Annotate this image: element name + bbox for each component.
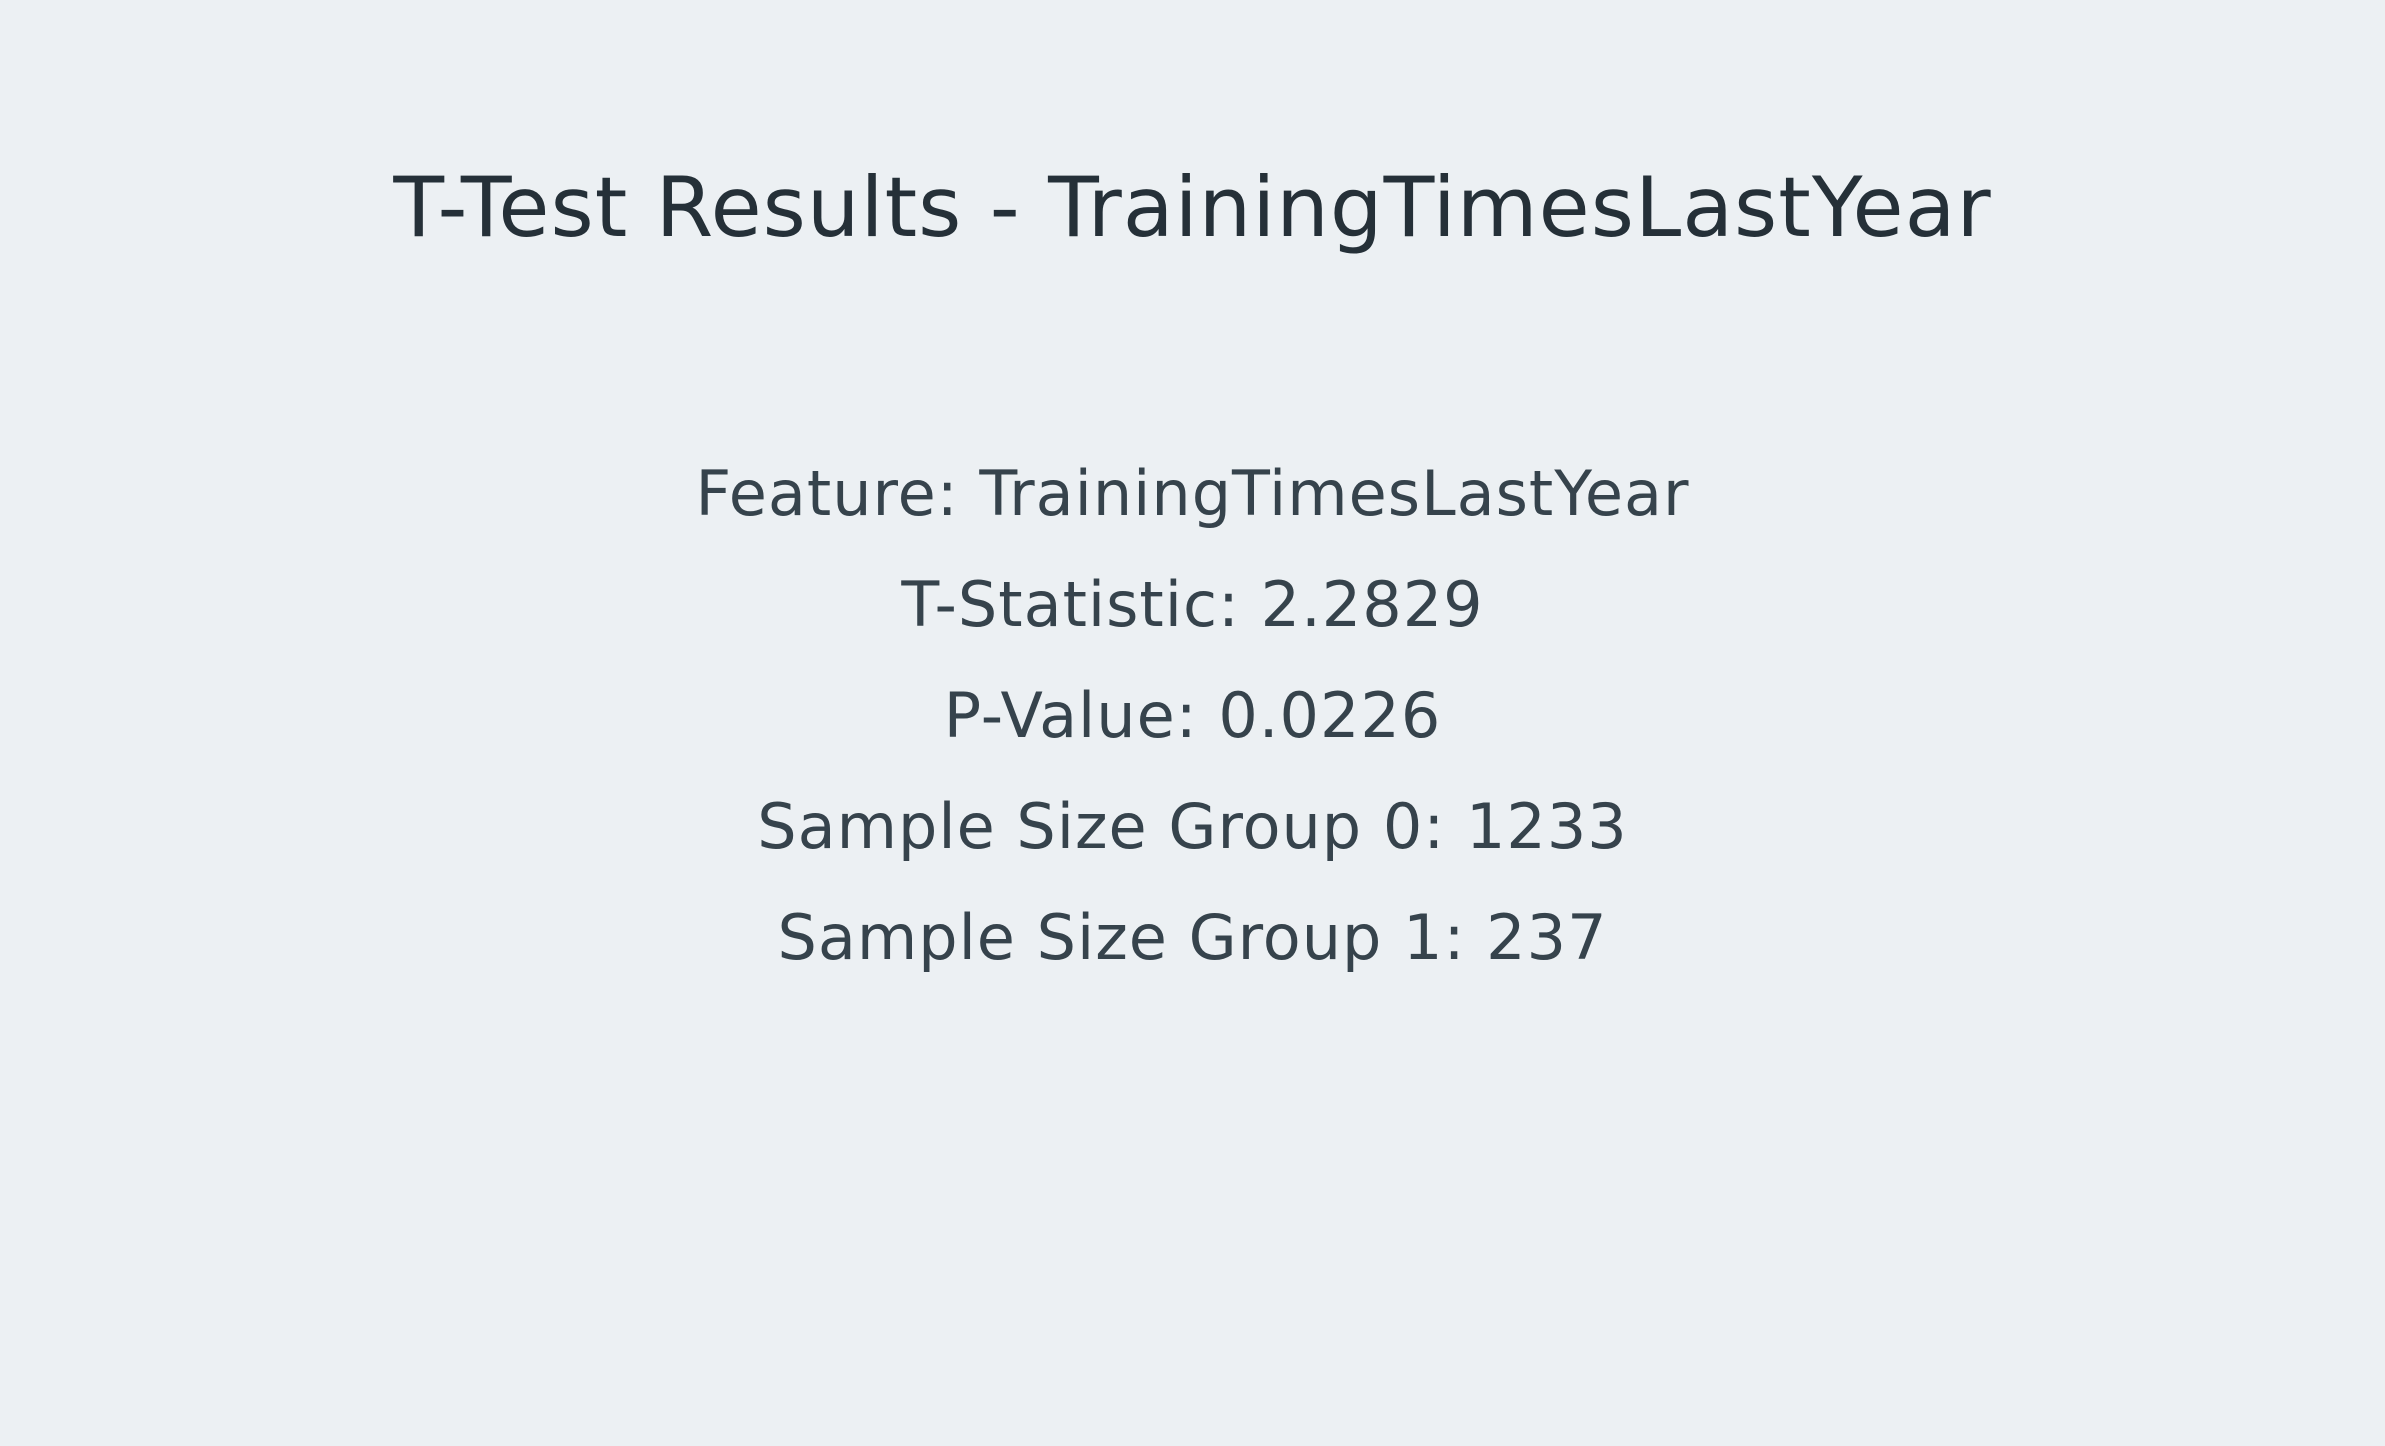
results-list: Feature: TrainingTimesLastYear T-Statist… <box>0 456 2385 1011</box>
sample-size-group-0-value: 1233 <box>1465 790 1628 863</box>
feature-label: Feature <box>695 457 937 530</box>
page-title: T-Test Results - TrainingTimesLastYear <box>393 159 1992 256</box>
feature-value: TrainingTimesLastYear <box>979 457 1690 530</box>
sample-size-group-0-line: Sample Size Group 0: 1233 <box>757 790 1628 863</box>
p-value-line: P-Value: 0.0226 <box>943 679 1442 752</box>
p-value-label: P-Value <box>943 679 1176 752</box>
sample-size-group-1-label: Sample Size Group 1 <box>777 901 1444 974</box>
t-statistic-line: T-Statistic: 2.2829 <box>901 568 1484 641</box>
t-statistic-label: T-Statistic <box>901 568 1219 641</box>
sample-size-group-1-line: Sample Size Group 1: 237 <box>777 901 1608 974</box>
sample-size-group-0-label: Sample Size Group 0 <box>757 790 1424 863</box>
feature-line: Feature: TrainingTimesLastYear <box>695 457 1690 530</box>
t-statistic-value: 2.2829 <box>1260 568 1484 641</box>
sample-size-group-1-value: 237 <box>1486 901 1608 974</box>
p-value-value: 0.0226 <box>1218 679 1442 752</box>
